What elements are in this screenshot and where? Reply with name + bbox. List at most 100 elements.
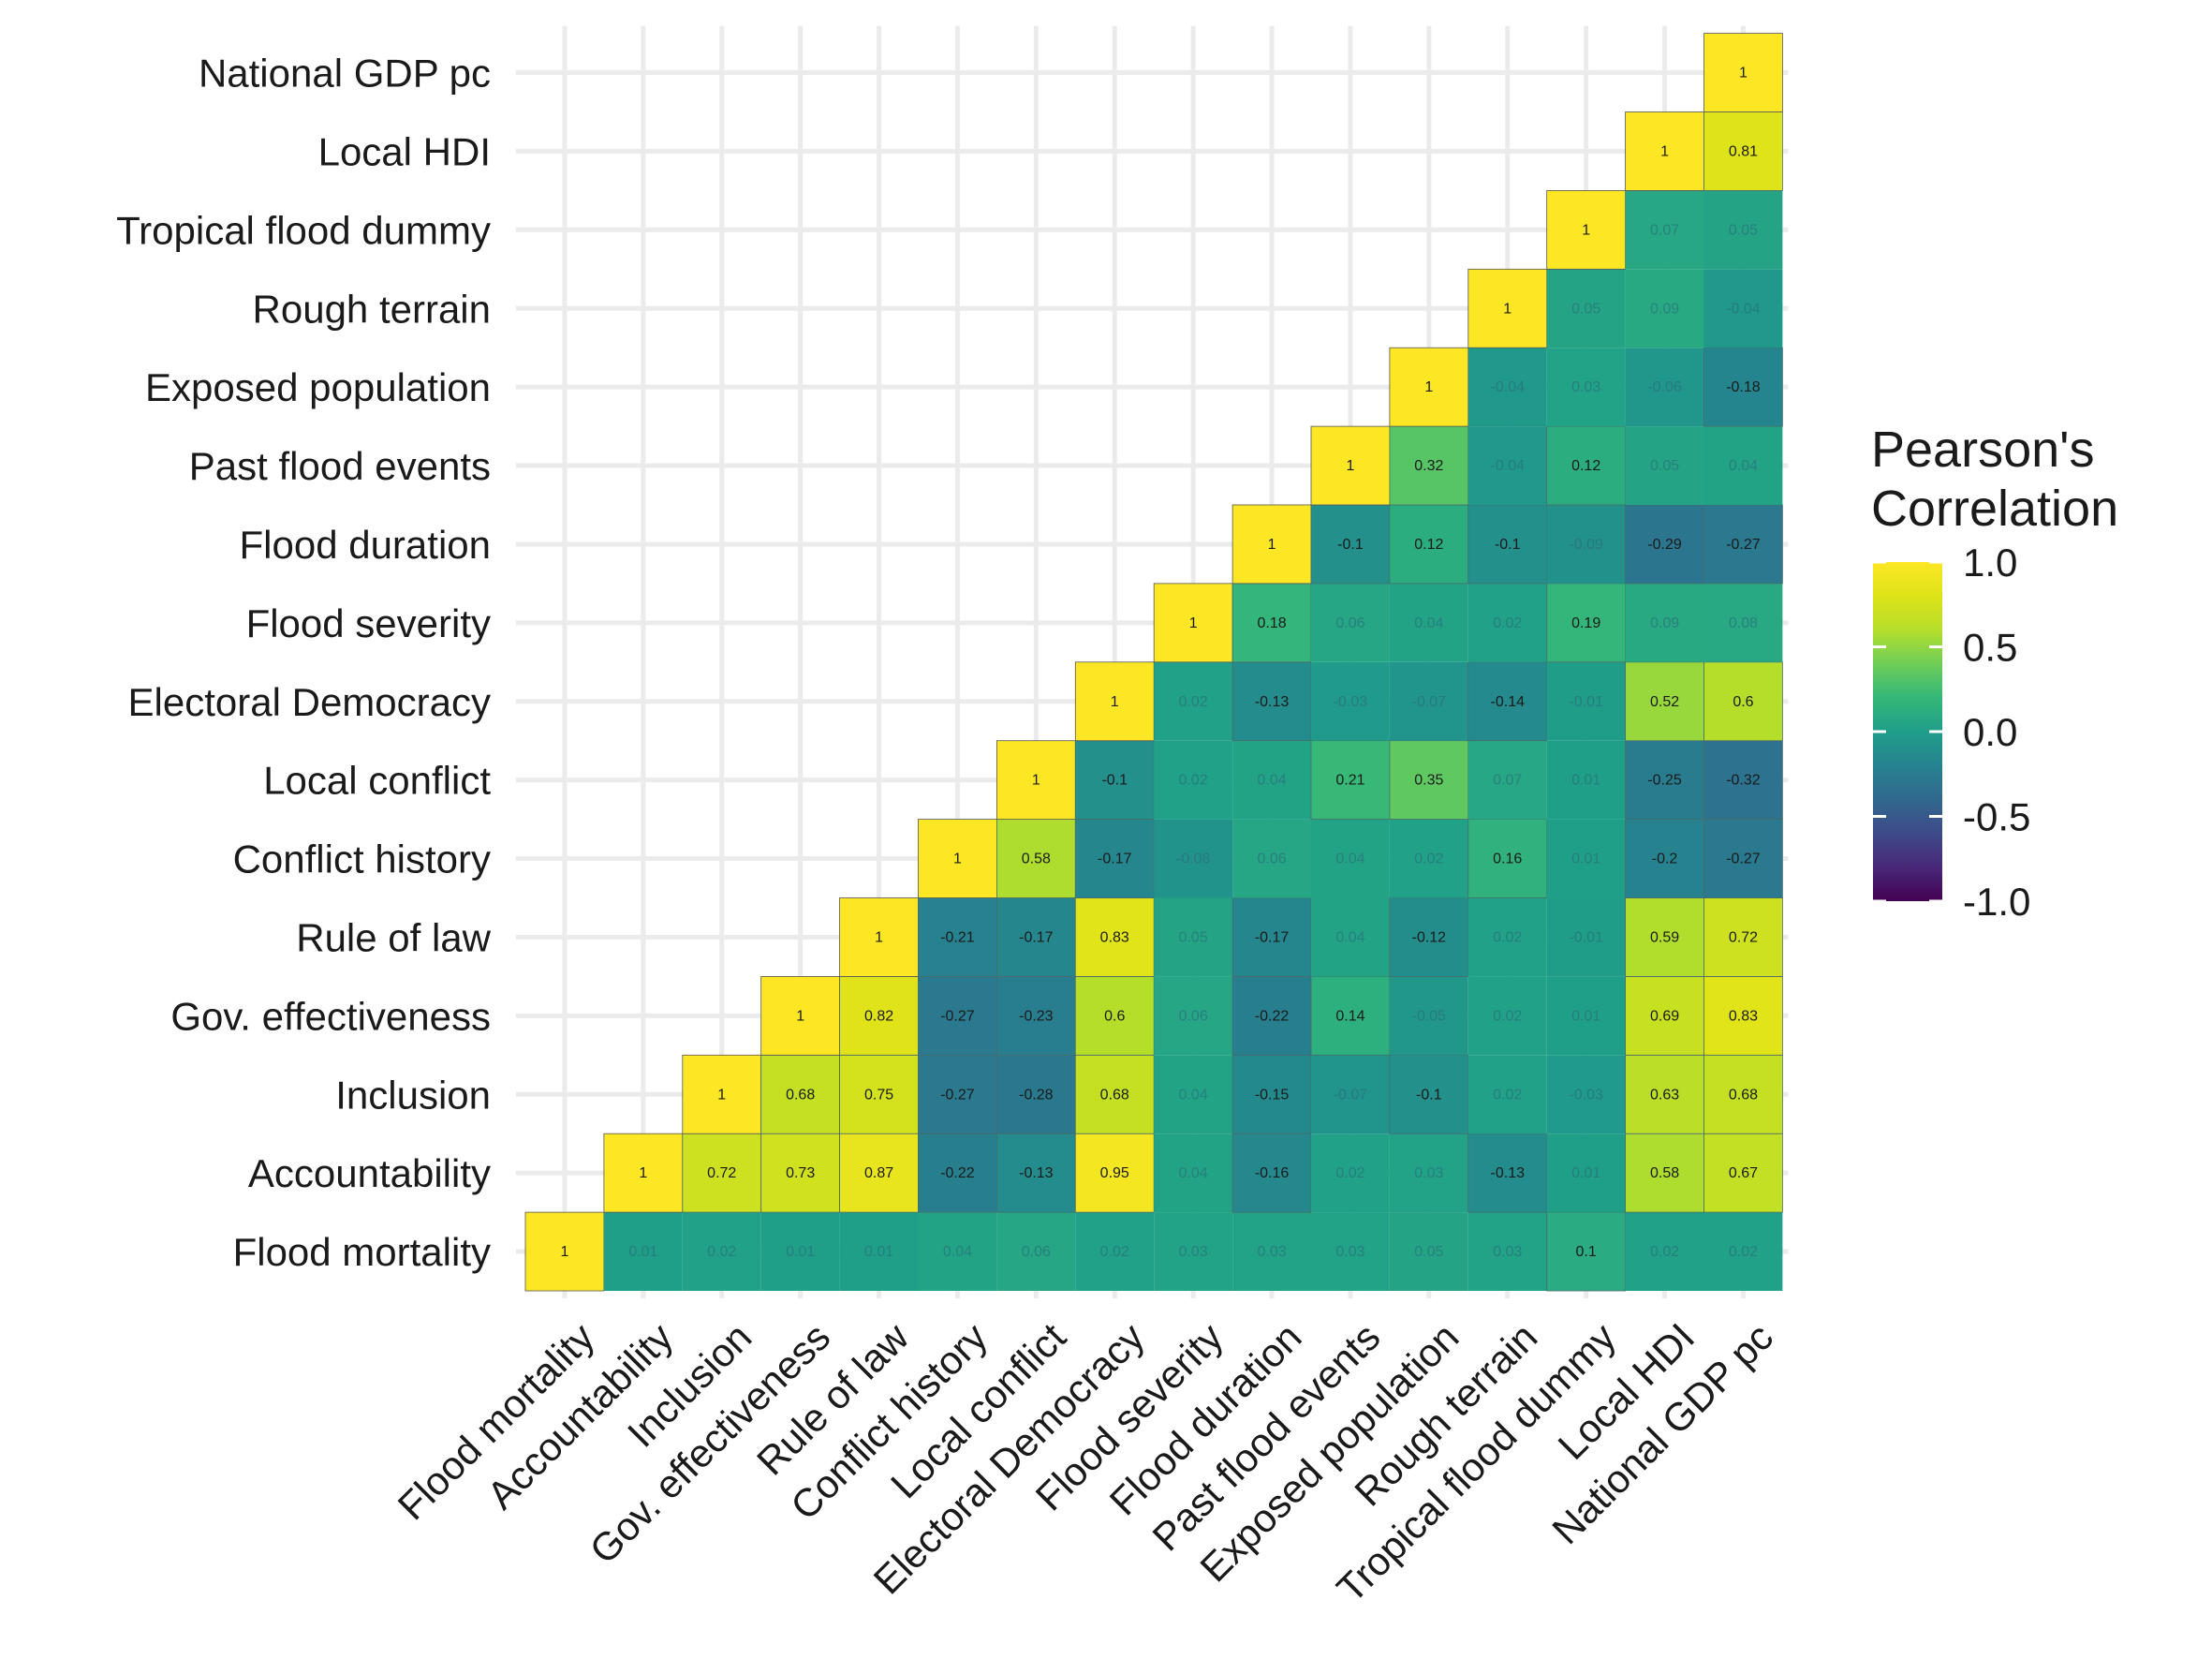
y-axis-label: Flood duration bbox=[239, 523, 491, 567]
cell-value-label: -0.27 bbox=[940, 1008, 975, 1024]
heatmap-cell bbox=[1389, 504, 1469, 585]
cell-value-label: -0.04 bbox=[1726, 301, 1761, 317]
heatmap-cell bbox=[918, 976, 997, 1056]
heatmap-cell bbox=[524, 1211, 605, 1292]
cell-value-label: 0.02 bbox=[1493, 1087, 1522, 1103]
cell-value-label: -0.13 bbox=[1019, 1165, 1054, 1181]
cell-value-label: -0.01 bbox=[1569, 929, 1603, 945]
heatmap-cell bbox=[1074, 661, 1155, 742]
heatmap-cell bbox=[1703, 347, 1783, 427]
heatmap-cell bbox=[1074, 1054, 1155, 1134]
heatmap-cell bbox=[760, 1054, 841, 1134]
cell-value-label: 0.02 bbox=[1650, 1244, 1679, 1260]
heatmap-cell bbox=[839, 1212, 919, 1291]
cell-value-label: 0.06 bbox=[1022, 1244, 1051, 1260]
heatmap-cell bbox=[1154, 897, 1233, 977]
heatmap-cell bbox=[1389, 1212, 1468, 1291]
cell-value-label: 0.12 bbox=[1571, 458, 1600, 474]
cell-value-label: 0.03 bbox=[1335, 1244, 1364, 1260]
cell-value-label: -0.1 bbox=[1101, 773, 1128, 789]
heatmap-cell bbox=[1311, 583, 1390, 662]
cell-value-label: 0.72 bbox=[707, 1165, 736, 1181]
heatmap-cell bbox=[1703, 976, 1783, 1056]
cell-value-label: -0.07 bbox=[1334, 1087, 1368, 1103]
heatmap-cell bbox=[1625, 583, 1704, 662]
cell-value-label: -0.17 bbox=[1255, 929, 1290, 945]
cell-value-label: 0.06 bbox=[1179, 1008, 1208, 1024]
heatmap-cells: 1 0.01 0.02 0.01 0.01 0.04 0.06 0.02 0.03 0.03 0.0… bbox=[524, 33, 1783, 1292]
cell-value-label: -0.32 bbox=[1726, 773, 1761, 789]
cell-value-label: 0.16 bbox=[1493, 852, 1522, 867]
cell-value-label: -0.22 bbox=[1255, 1008, 1290, 1024]
heatmap-cell bbox=[1389, 819, 1468, 898]
cell-value-label: -0.25 bbox=[1647, 773, 1682, 789]
cell-value-label: 1 bbox=[953, 852, 962, 867]
heatmap-cell bbox=[760, 976, 841, 1056]
heatmap-cell bbox=[1625, 190, 1704, 270]
heatmap-cell bbox=[1625, 897, 1704, 977]
cell-value-label: -0.05 bbox=[1412, 1008, 1447, 1024]
cell-value-label: 0.05 bbox=[1650, 458, 1679, 474]
cell-value-label: 0.02 bbox=[1493, 929, 1522, 945]
cell-value-label: 1 bbox=[1503, 301, 1512, 317]
heatmap-cell bbox=[1389, 661, 1468, 741]
heatmap-cell bbox=[1231, 583, 1312, 663]
cell-value-label: 0.04 bbox=[1179, 1087, 1208, 1103]
cell-value-label: 0.05 bbox=[1571, 301, 1600, 317]
legend-tick-label: 1.0 bbox=[1963, 541, 2017, 585]
heatmap-cell bbox=[1625, 426, 1704, 505]
heatmap-cell bbox=[1546, 425, 1626, 506]
heatmap-cell bbox=[1467, 976, 1547, 1056]
heatmap-cell bbox=[603, 1133, 684, 1213]
heatmap-cell bbox=[1467, 348, 1547, 427]
cell-value-label: -0.15 bbox=[1255, 1087, 1290, 1103]
heatmap-cell bbox=[839, 976, 919, 1056]
cell-value-label: -0.23 bbox=[1019, 1008, 1054, 1024]
cell-value-label: -0.27 bbox=[940, 1087, 975, 1103]
heatmap-cell bbox=[918, 819, 997, 898]
heatmap-cell bbox=[1311, 897, 1390, 977]
cell-value-label: 0.02 bbox=[1493, 615, 1522, 631]
heatmap-cell bbox=[1389, 347, 1469, 427]
heatmap-cell bbox=[1154, 1133, 1233, 1213]
cell-value-label: 0.87 bbox=[864, 1165, 893, 1181]
cell-value-label: -0.13 bbox=[1255, 694, 1290, 710]
heatmap-cell bbox=[996, 897, 1076, 977]
cell-value-label: 0.01 bbox=[1571, 852, 1600, 867]
cell-value-label: 0.21 bbox=[1335, 773, 1364, 789]
cell-value-label: 0.68 bbox=[1100, 1087, 1129, 1103]
cell-value-label: 0.58 bbox=[1022, 852, 1051, 867]
cell-value-label: 0.75 bbox=[864, 1087, 893, 1103]
heatmap-cell bbox=[1467, 268, 1548, 348]
heatmap-cell bbox=[1467, 819, 1548, 898]
cell-value-label: 0.01 bbox=[1571, 1008, 1600, 1024]
heatmap-cell bbox=[682, 1212, 761, 1291]
y-axis-label: Rough terrain bbox=[253, 287, 491, 331]
heatmap-cell bbox=[1467, 897, 1547, 977]
x-axis-labels: Flood mortalityAccountabilityInclusionGo… bbox=[390, 1314, 1781, 1611]
cell-value-label: -0.08 bbox=[1176, 852, 1211, 867]
y-axis-label: Past flood events bbox=[189, 444, 491, 488]
cell-value-label: -0.29 bbox=[1647, 537, 1682, 553]
heatmap-cell bbox=[1546, 348, 1626, 427]
y-axis-label: Flood mortality bbox=[233, 1230, 491, 1274]
heatmap-cell bbox=[1546, 189, 1626, 270]
cell-value-label: 0.72 bbox=[1729, 929, 1758, 945]
legend-title: Pearson's bbox=[1871, 422, 2094, 478]
cell-value-label: 0.03 bbox=[1493, 1244, 1522, 1260]
y-axis-label: Local HDI bbox=[318, 129, 491, 173]
heatmap-cell bbox=[1231, 1054, 1312, 1134]
cell-value-label: 0.01 bbox=[628, 1244, 657, 1260]
legend-tick-label: -1.0 bbox=[1963, 880, 2030, 924]
cell-value-label: -0.21 bbox=[940, 929, 975, 945]
cell-value-label: -0.06 bbox=[1647, 379, 1682, 395]
heatmap-cell bbox=[1703, 661, 1783, 742]
heatmap-cell bbox=[1625, 348, 1704, 427]
cell-value-label: 0.01 bbox=[1571, 773, 1600, 789]
cell-value-label: 0.07 bbox=[1650, 222, 1679, 238]
heatmap-cell bbox=[1074, 976, 1155, 1056]
cell-value-label: -0.1 bbox=[1416, 1087, 1442, 1103]
cell-value-label: 0.67 bbox=[1729, 1165, 1758, 1181]
heatmap-cell bbox=[1546, 1211, 1626, 1292]
cell-value-label: -0.27 bbox=[1726, 852, 1761, 867]
